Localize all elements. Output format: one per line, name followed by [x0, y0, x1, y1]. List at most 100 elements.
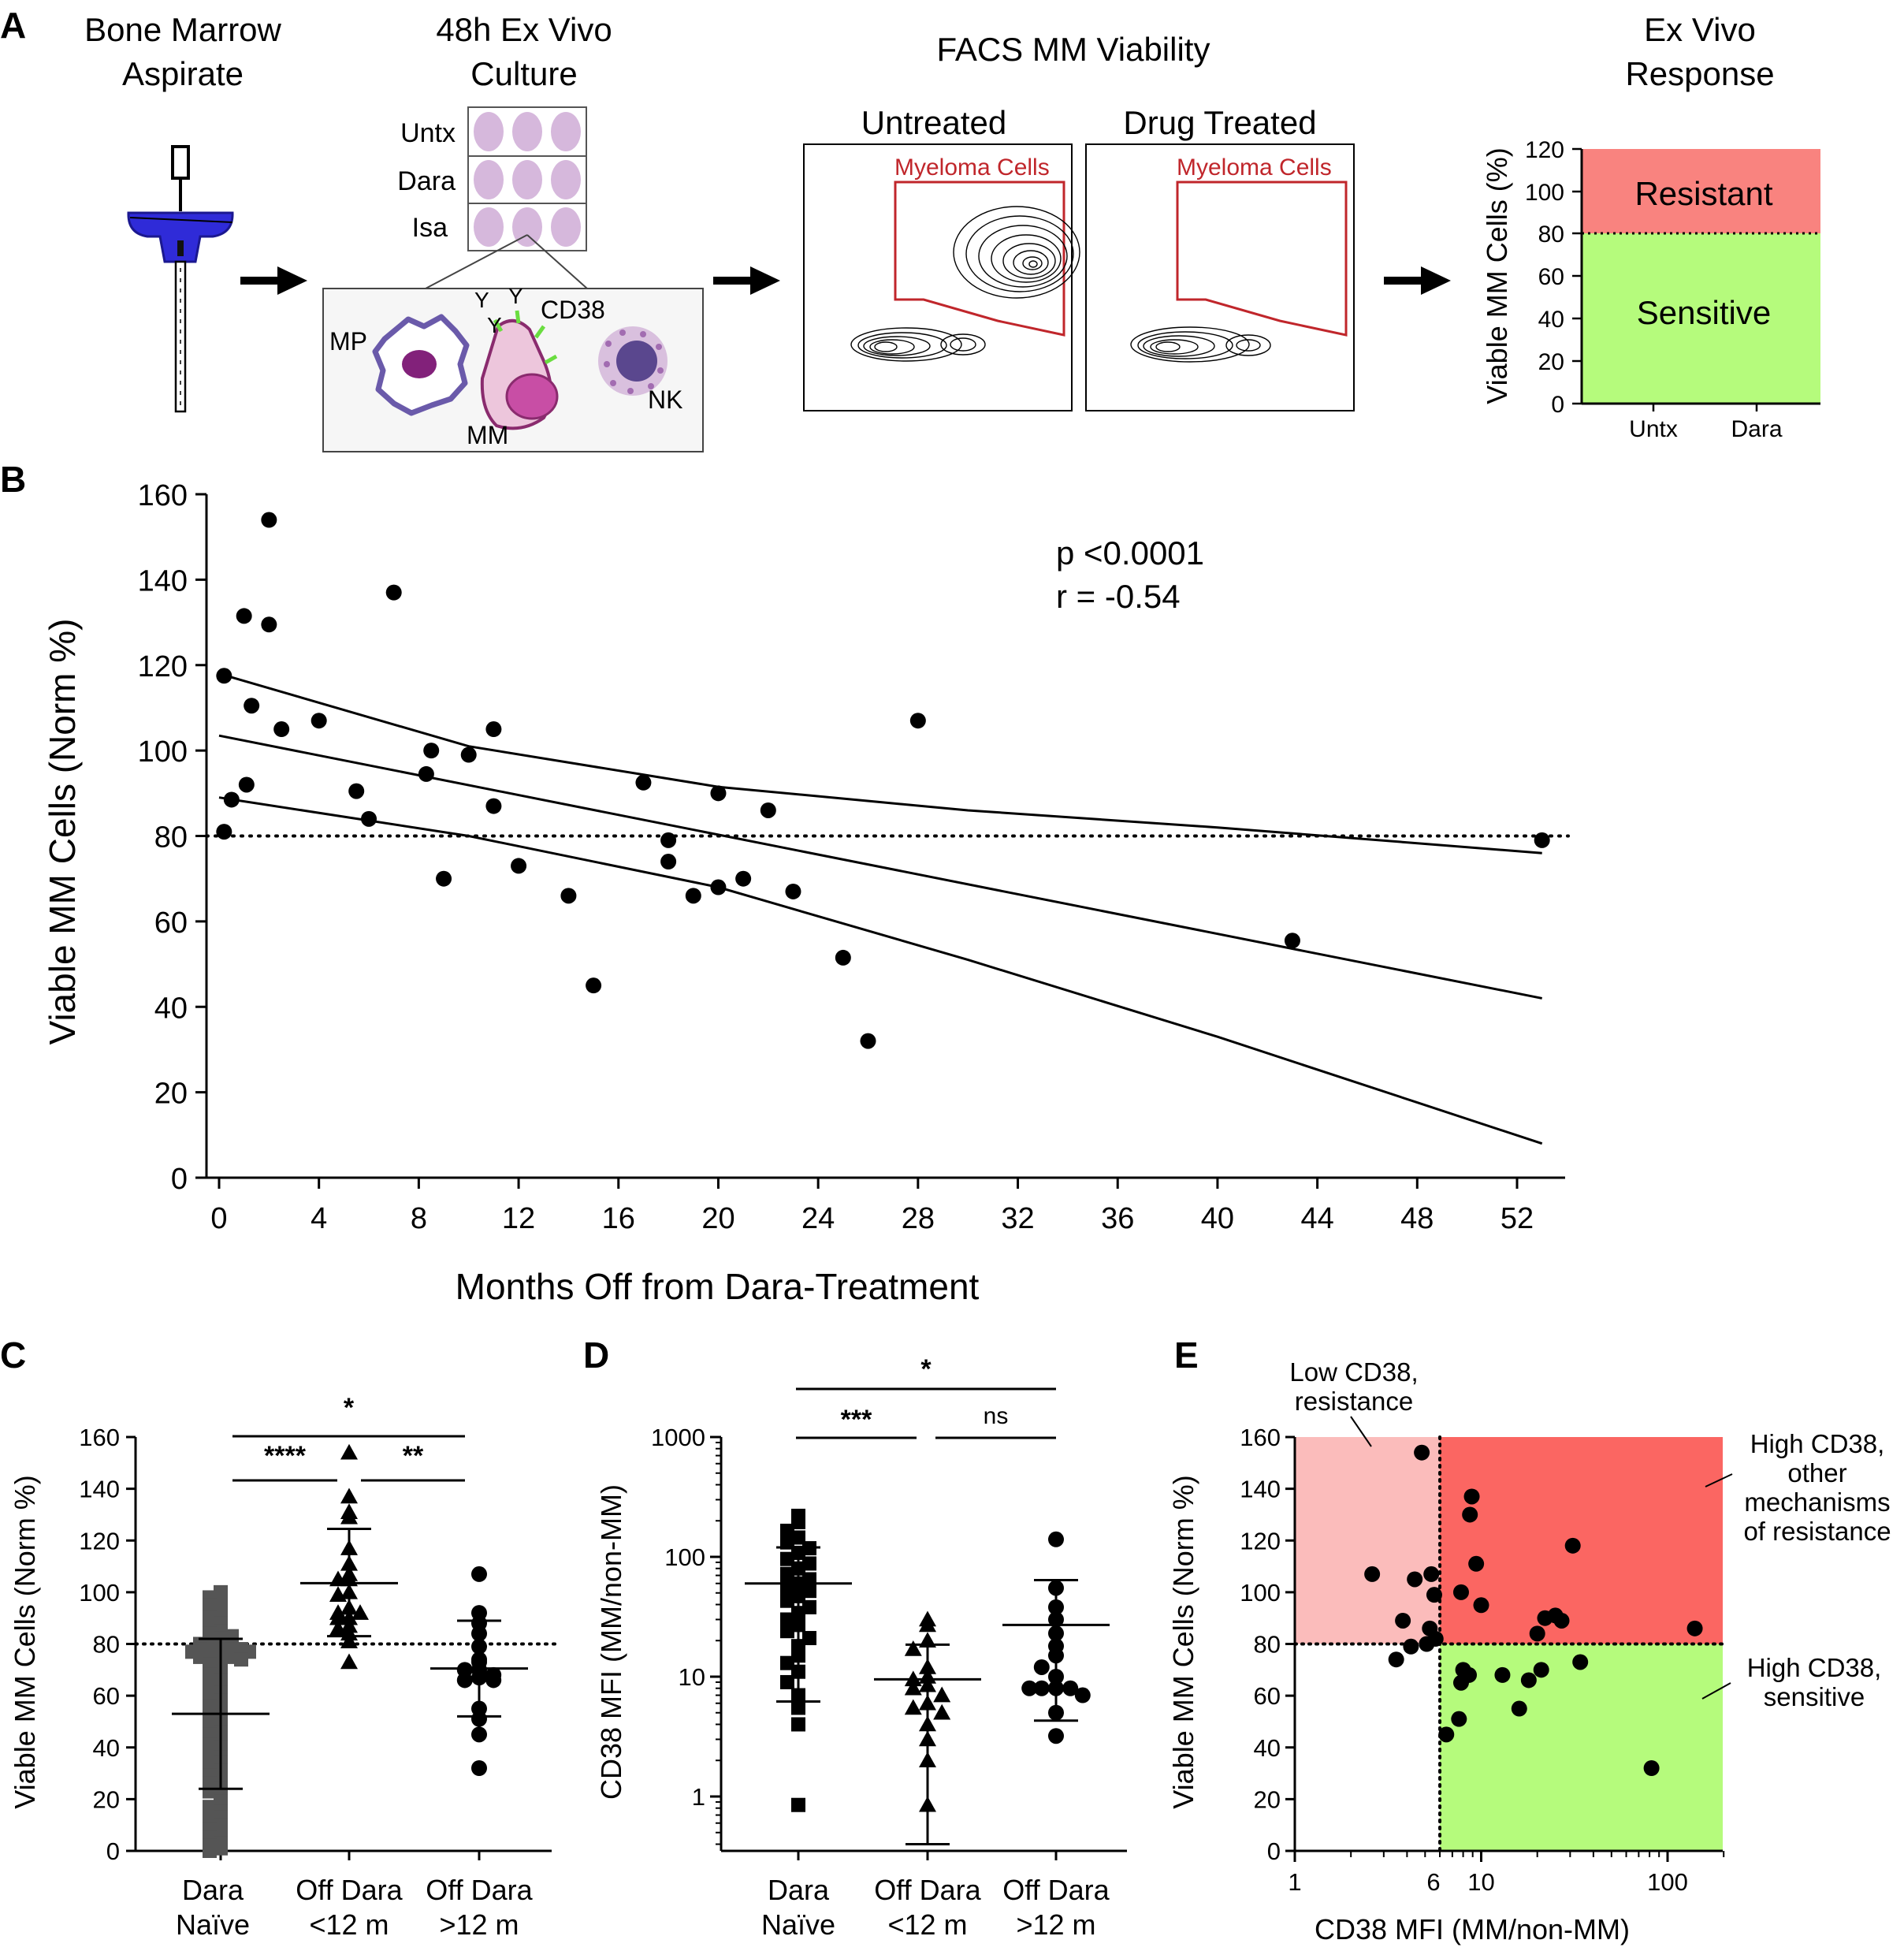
panel-letter-c: C: [0, 1335, 26, 1376]
data-point: [1468, 1555, 1485, 1572]
cell-label-mm: MM: [467, 421, 508, 449]
data-point: [423, 743, 440, 759]
data-point: [1451, 1711, 1467, 1727]
x-tick-label: 36: [1101, 1202, 1134, 1235]
x-tick-label: 24: [801, 1202, 835, 1235]
x-tick-label: 1: [1288, 1868, 1301, 1896]
region-label-high-cd38-resistant: of resistance: [1743, 1517, 1891, 1546]
leader-line: [1705, 1473, 1733, 1487]
x-tick-label: 28: [902, 1202, 935, 1235]
data-point: [340, 1508, 358, 1525]
data-point: [471, 1726, 487, 1743]
panel-b-stat-p: p <0.0001: [1056, 534, 1204, 572]
facs-title-untreated: Untreated: [861, 104, 1006, 141]
data-point: [1452, 1674, 1469, 1691]
response-ytick: 0: [1551, 392, 1564, 418]
data-point: [351, 1604, 369, 1620]
svg-text:Y: Y: [474, 288, 489, 312]
data-point: [340, 1487, 358, 1504]
data-point: [1686, 1620, 1703, 1636]
data-point: [1403, 1638, 1419, 1655]
data-point: [685, 888, 701, 904]
region-high-cd38-sensitive: [1440, 1644, 1723, 1851]
data-point: [203, 1800, 217, 1815]
significance-label: **: [403, 1441, 424, 1471]
data-point: [418, 765, 434, 782]
step1-title-line1: Bone Marrow: [84, 11, 281, 48]
y-tick-label: 60: [93, 1682, 120, 1710]
data-point: [835, 949, 851, 966]
data-point: [203, 1675, 217, 1690]
x-tick-label: Off Dara: [426, 1874, 533, 1906]
data-point: [904, 1679, 922, 1696]
x-tick-label: 12: [502, 1202, 535, 1235]
y-tick-label: 0: [1267, 1837, 1281, 1865]
response-xtick-untx: Untx: [1629, 416, 1678, 442]
region-label-high-cd38-sensitive: sensitive: [1764, 1682, 1865, 1711]
x-tick-label: >12 m: [1016, 1908, 1095, 1941]
x-tick-label: <12 m: [309, 1908, 389, 1941]
data-point: [802, 1631, 816, 1646]
data-point: [1419, 1636, 1435, 1652]
panel-letter-d: D: [583, 1335, 609, 1376]
data-point: [216, 668, 232, 684]
data-point: [471, 1711, 487, 1727]
region-label-high-cd38-resistant: other: [1787, 1458, 1846, 1487]
y-tick-label: 140: [1240, 1476, 1281, 1503]
data-point: [780, 1624, 794, 1639]
region-label-high-cd38-resistant: High CD38,: [1750, 1429, 1885, 1458]
data-point: [261, 616, 277, 633]
data-point: [1438, 1726, 1455, 1743]
data-point: [919, 1616, 936, 1633]
panel-c-ylabel: Viable MM Cells (Norm %): [9, 1475, 41, 1808]
data-point: [1423, 1566, 1440, 1582]
cell-label-mp: MP: [329, 327, 367, 356]
data-point: [1529, 1625, 1545, 1642]
y-tick-label: 120: [138, 650, 188, 683]
y-tick-label: 120: [1240, 1527, 1281, 1554]
response-ylabel: Viable MM Cells (%): [1481, 147, 1513, 404]
response-ytick: 40: [1538, 307, 1564, 333]
gate-label-drug-treated: Myeloma Cells: [1177, 155, 1332, 181]
x-tick-label: Off Dara: [1002, 1874, 1110, 1906]
plate-row-dara: Dara: [397, 166, 456, 196]
data-point: [1033, 1659, 1050, 1675]
response-xtick-dara: Dara: [1731, 416, 1782, 442]
antibody-icon: Y Y Y: [474, 284, 523, 337]
panel-d: D CD38 MFI (MM/non-MM) 1 10 100 1000 DaraNaï…: [583, 1335, 1127, 1941]
x-tick-label: 100: [1647, 1868, 1688, 1896]
data-point: [234, 1652, 248, 1667]
step4-title-line1: Ex Vivo: [1644, 11, 1756, 48]
data-point: [780, 1593, 794, 1608]
data-point: [238, 776, 255, 793]
panel-letter-e: E: [1174, 1335, 1199, 1376]
data-point: [791, 1530, 805, 1545]
data-point: [214, 1841, 228, 1856]
response-ytick: 80: [1538, 222, 1564, 248]
y-tick-label: 160: [138, 479, 188, 512]
data-point: [203, 1844, 217, 1858]
data-point: [780, 1551, 794, 1566]
data-point: [436, 870, 452, 887]
arrow-icon: [240, 266, 307, 295]
panel-b-ylabel: Viable MM Cells (Norm %): [42, 618, 83, 1044]
data-point: [1564, 1537, 1581, 1554]
x-tick-label: Naïve: [761, 1908, 835, 1941]
data-point: [485, 721, 502, 738]
y-tick-label: 1000: [651, 1424, 705, 1451]
data-point: [780, 1612, 794, 1627]
x-tick-label: 44: [1300, 1202, 1333, 1235]
region-label-high-cd38-sensitive: High CD38,: [1747, 1653, 1882, 1682]
data-point: [485, 798, 502, 814]
resistant-label: Resistant: [1634, 175, 1772, 212]
y-tick-label: 10: [679, 1663, 705, 1691]
significance-label: ***: [841, 1405, 872, 1435]
panel-letter-b: B: [0, 459, 26, 500]
data-point: [1033, 1680, 1050, 1696]
y-tick-label: 100: [79, 1579, 120, 1607]
cell-inset: Y Y Y: [322, 284, 704, 452]
data-point: [203, 1598, 217, 1613]
significance-label: *: [344, 1393, 355, 1423]
svg-text:Y: Y: [487, 313, 502, 337]
